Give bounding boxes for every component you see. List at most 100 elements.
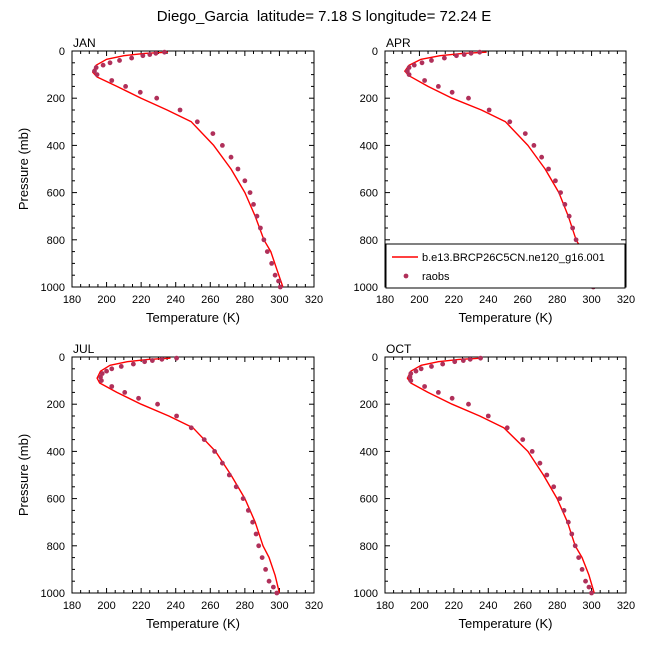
raobs-point <box>529 449 535 454</box>
raobs-point <box>122 390 128 395</box>
x-tick-label: 220 <box>445 294 463 306</box>
raobs-point <box>461 52 467 57</box>
raobs-point <box>468 50 474 56</box>
y-tick-label: 600 <box>47 188 65 200</box>
raobs-point <box>254 213 260 219</box>
raobs-point <box>219 460 225 466</box>
raobs-point <box>429 364 434 369</box>
raobs-point <box>245 508 251 513</box>
raobs-point <box>153 50 159 56</box>
y-tick-label: 0 <box>59 352 65 364</box>
raobs-point <box>140 53 146 59</box>
raobs-point <box>240 496 246 501</box>
raobs-point <box>109 366 115 372</box>
panel-apr: 180 200 220 240 260 280 300 320 0 200 400 600 800 100… <box>354 36 636 325</box>
panel-jul: 180 200 220 240 260 280 300 320 0 200 400 600 800 100… <box>16 342 323 631</box>
raobs-point <box>411 62 417 68</box>
raobs-point <box>149 358 155 363</box>
legend-obs-label: raobs <box>422 271 450 283</box>
raobs-point <box>174 355 179 361</box>
y-tick-label: 1000 <box>41 588 65 600</box>
raobs-point <box>435 84 441 89</box>
raobs-point <box>504 425 510 431</box>
x-axis-label: Temperature (K) <box>146 616 240 631</box>
raobs-point <box>569 531 575 537</box>
raobs-point <box>539 154 545 160</box>
model-profile-line <box>91 51 284 288</box>
raobs-point <box>467 356 473 362</box>
raobs-point <box>422 384 427 389</box>
x-tick-label: 180 <box>376 600 394 612</box>
x-tick-label: 240 <box>167 294 185 306</box>
x-tick-label: 220 <box>132 294 150 306</box>
x-tick-label: 260 <box>201 294 219 306</box>
raobs-point <box>589 590 594 596</box>
x-tick-label: 300 <box>270 600 288 612</box>
raobs-point <box>261 237 267 243</box>
raobs-point <box>130 361 136 367</box>
raobs-point <box>274 590 280 596</box>
raobs-point <box>272 272 278 278</box>
model-profile-line <box>96 357 281 594</box>
x-tick-label: 300 <box>582 600 600 612</box>
raobs-point <box>429 58 434 63</box>
x-tick-label: 280 <box>548 600 566 612</box>
x-tick-label: 320 <box>305 294 323 306</box>
raobs-point <box>466 401 471 407</box>
raobs-point <box>137 89 143 95</box>
x-tick-label: 200 <box>97 600 115 612</box>
raobs-point <box>159 356 165 362</box>
x-tick-label: 200 <box>97 294 115 306</box>
raobs-point <box>486 107 492 113</box>
raobs-point <box>118 364 124 369</box>
raobs-point <box>579 567 585 572</box>
panel-label: OCT <box>386 342 412 356</box>
raobs-point <box>507 119 513 125</box>
raobs-point <box>242 178 248 184</box>
x-tick-label: 280 <box>236 294 254 306</box>
x-tick-label: 260 <box>201 600 219 612</box>
y-tick-label: 600 <box>47 494 65 506</box>
y-tick-label: 600 <box>360 188 378 200</box>
panel-label: APR <box>386 36 411 50</box>
y-tick-label: 0 <box>59 46 65 58</box>
x-tick-label: 240 <box>479 600 497 612</box>
raobs-point <box>408 378 414 383</box>
x-tick-label: 180 <box>63 600 81 612</box>
raobs-point <box>562 202 568 207</box>
raobs-point <box>94 72 100 77</box>
x-tick-label: 180 <box>63 294 81 306</box>
raobs-point <box>162 49 167 55</box>
raobs-point <box>109 384 115 389</box>
x-tick-label: 320 <box>617 294 635 306</box>
raobs-point <box>259 555 265 560</box>
x-tick-label: 220 <box>132 600 150 612</box>
raobs-point <box>573 237 579 243</box>
raobs-point <box>413 368 419 374</box>
raobs-point <box>406 72 412 77</box>
raobs-point <box>572 543 578 549</box>
x-tick-label: 200 <box>410 294 428 306</box>
raobs-point <box>233 484 239 490</box>
y-tick-label: 1000 <box>41 282 65 294</box>
x-tick-label: 280 <box>548 294 566 306</box>
y-tick-label: 800 <box>47 235 65 247</box>
raobs-point <box>566 213 572 219</box>
raobs-point <box>576 555 582 560</box>
raobs-point <box>250 519 256 525</box>
x-tick-label: 320 <box>617 600 635 612</box>
raobs-point <box>256 543 262 549</box>
raobs-point <box>452 359 458 365</box>
x-tick-label: 240 <box>479 294 497 306</box>
y-tick-label: 400 <box>47 446 65 458</box>
y-tick-label: 400 <box>360 140 378 152</box>
y-tick-label: 400 <box>360 446 378 458</box>
raobs-point <box>551 484 557 490</box>
raobs-point <box>440 361 446 367</box>
panel-label: JAN <box>73 36 96 50</box>
x-tick-label: 200 <box>410 600 428 612</box>
raobs-point <box>419 60 425 66</box>
plot-frame <box>384 356 627 594</box>
raobs-point <box>583 578 588 584</box>
raobs-point <box>557 496 563 501</box>
